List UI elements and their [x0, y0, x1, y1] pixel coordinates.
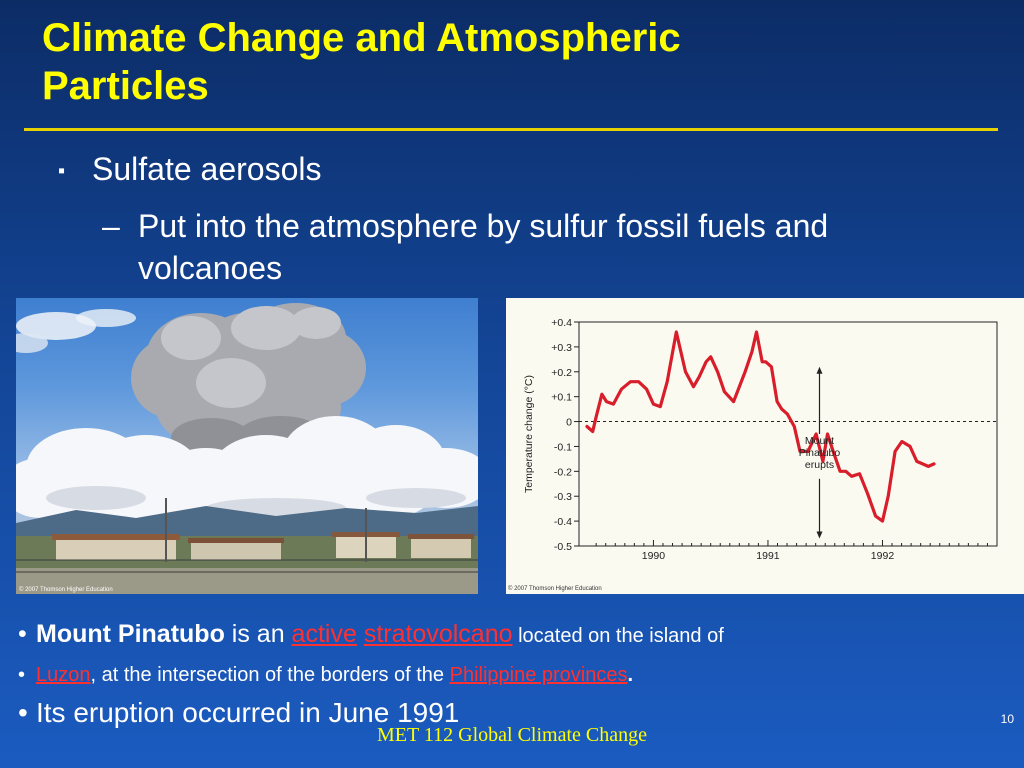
- bullet-1-text: Sulfate aerosols: [92, 151, 322, 187]
- note-1-space: [357, 620, 364, 648]
- eruption-marker: [816, 366, 823, 539]
- plot-frame: [578, 321, 998, 547]
- note-1: • Mount Pinatubo is an active stratovolca…: [18, 620, 724, 649]
- title-divider: [24, 128, 998, 131]
- y-tick-label: +0.4: [551, 317, 572, 329]
- slide-title: Climate Change and Atmospheric Particles: [42, 14, 942, 110]
- note-1-text-a: is an: [224, 620, 292, 648]
- square-bullet-icon: ▪: [58, 160, 66, 182]
- note-2: • Luzon, at the intersection of the borde…: [18, 664, 633, 687]
- link-stratovolcano[interactable]: stratovolcano: [363, 620, 513, 648]
- chart-plot: +0.4 +0.3 +0.2 +0.1 0 -0.1 -0.2 -0.3 -0.4 -0.5 19…: [523, 317, 998, 562]
- note-1-bold: Mount Pinatubo: [36, 620, 225, 648]
- link-active[interactable]: active: [291, 620, 357, 648]
- link-philippine-provinces[interactable]: Philippine provinces: [449, 664, 628, 686]
- temperature-change-chart: +0.4 +0.3 +0.2 +0.1 0 -0.1 -0.2 -0.3 -0.4 -0.5 19…: [506, 298, 1024, 594]
- link-luzon[interactable]: Luzon: [36, 664, 91, 686]
- annotation-line-3: erupts: [805, 459, 834, 471]
- footer-text: MET 112 Global Climate Change: [377, 724, 647, 746]
- note-3-text: Its eruption occurred in June 1991: [36, 697, 460, 728]
- y-tick-label: -0.3: [554, 491, 572, 503]
- chart-credit: © 2007 Thomson Higher Education: [508, 586, 602, 592]
- note-1-text-b: located on the island of: [512, 625, 724, 647]
- bullet-dot: •: [18, 664, 26, 686]
- y-axis-label: Temperature change (°C): [523, 375, 535, 493]
- y-tick-label: 0: [566, 417, 572, 429]
- y-tick-label: -0.1: [554, 441, 572, 453]
- annotation-line-1: Mount: [805, 435, 834, 447]
- temperature-series-line: [585, 330, 936, 523]
- x-tick-label: 1990: [642, 550, 666, 562]
- eruption-illustration: [16, 303, 478, 594]
- x-tick-label: 1992: [871, 550, 895, 562]
- bullet-dot: •: [18, 620, 27, 648]
- note-2-text-b: .: [627, 664, 634, 686]
- x-tick-label: 1991: [756, 550, 780, 562]
- note-2-text-a: , at the intersection of the borders of …: [90, 664, 450, 686]
- sub-bullet-sources: – Put into the atmosphere by sulfur foss…: [102, 205, 952, 289]
- y-tick-label: -0.4: [554, 516, 572, 528]
- pinatubo-eruption-photo: © 2007 Thomson Higher Education: [16, 298, 478, 594]
- sub-bullet-text: Put into the atmosphere by sulfur fossil…: [138, 208, 829, 286]
- title-line-1: Climate Change and Atmospheric: [42, 16, 681, 60]
- y-tick-label: +0.3: [551, 342, 572, 354]
- note-3: • Its eruption occurred in June 1991: [18, 697, 459, 729]
- annotation-line-2: Pinatubo: [799, 447, 841, 459]
- bullet-dot: •: [18, 697, 28, 728]
- photo-credit: © 2007 Thomson Higher Education: [19, 587, 113, 593]
- y-tick-label: +0.2: [551, 367, 572, 379]
- title-line-2: Particles: [42, 64, 209, 108]
- dash-marker: –: [102, 208, 120, 244]
- y-tick-label: -0.2: [554, 466, 572, 478]
- page-number: 10: [1000, 712, 1014, 726]
- y-tick-label: -0.5: [554, 541, 572, 553]
- bullet-sulfate-aerosols: ▪ Sulfate aerosols: [58, 150, 321, 190]
- y-tick-label: +0.1: [551, 392, 572, 404]
